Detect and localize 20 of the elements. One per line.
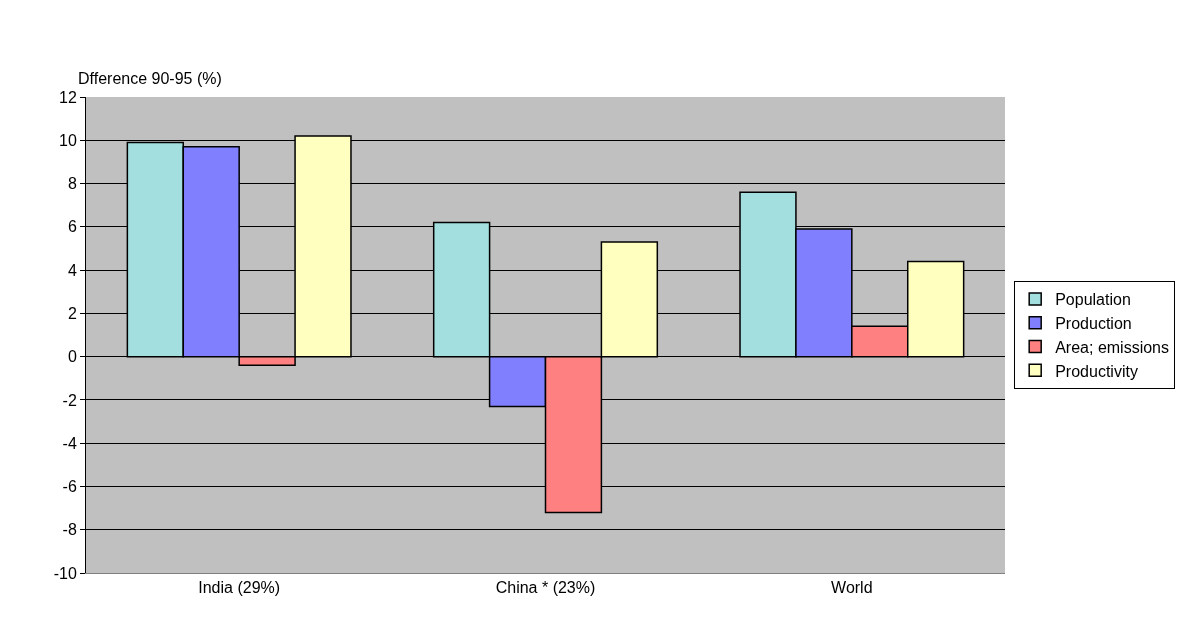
y-axis-title: Dfference 90-95 (%): [78, 70, 222, 87]
x-tick-label: China * (23%): [495, 579, 596, 597]
y-tick-label: 8: [67, 175, 77, 193]
y-tick-label: 4: [67, 261, 77, 279]
y-tick-label: 12: [59, 88, 77, 106]
legend-label: Productivity: [1055, 362, 1138, 380]
y-tick-label: -10: [53, 564, 77, 582]
y-tick-label: 10: [59, 131, 77, 149]
legend-label: Area; emissions: [1055, 338, 1170, 356]
x-tick-label: World: [831, 579, 873, 597]
y-tick-label: 0: [67, 348, 77, 366]
x-tick-label: India (29%): [198, 579, 281, 597]
legend-label: Production: [1055, 314, 1132, 332]
y-tick-label: -2: [62, 391, 77, 409]
y-tick-label: -8: [62, 521, 77, 539]
y-tick-label: -6: [62, 478, 77, 496]
legend-label: Population: [1055, 291, 1131, 309]
y-tick-label: 2: [67, 304, 77, 322]
y-tick-label: 6: [67, 218, 77, 236]
y-tick-label: -4: [62, 434, 77, 452]
